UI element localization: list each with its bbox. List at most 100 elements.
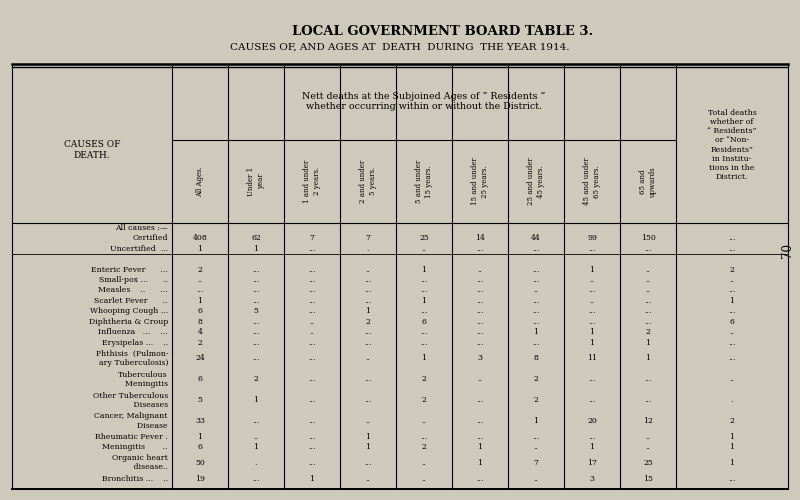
Text: ...: ... — [476, 276, 484, 284]
Text: .: . — [254, 459, 258, 467]
Text: ..: .. — [478, 266, 482, 274]
Text: Cancer, Malignant
          Disease: Cancer, Malignant Disease — [94, 412, 168, 430]
Text: Whooping Cough ...: Whooping Cough ... — [90, 308, 168, 316]
Text: 45 and under
65 years.: 45 and under 65 years. — [583, 158, 601, 205]
Text: ...: ... — [728, 474, 736, 482]
Text: ..: .. — [478, 376, 482, 384]
Text: ...: ... — [476, 308, 484, 316]
Text: 1: 1 — [422, 266, 426, 274]
Text: ...: ... — [532, 318, 540, 326]
Text: ..: .. — [646, 432, 650, 440]
Text: 2: 2 — [198, 338, 202, 346]
Text: ...: ... — [420, 276, 428, 284]
Text: 2: 2 — [422, 396, 426, 404]
Text: ...: ... — [364, 396, 372, 404]
Text: ...: ... — [420, 308, 428, 316]
Text: 2: 2 — [366, 318, 370, 326]
Text: 44: 44 — [531, 234, 541, 242]
Text: ...: ... — [420, 432, 428, 440]
Text: Scarlet Fever      ..: Scarlet Fever .. — [94, 297, 168, 305]
Text: ...: ... — [728, 354, 736, 362]
Text: CAUSES OF, AND AGES AT  DEATH  DURING  THE YEAR 1914.: CAUSES OF, AND AGES AT DEATH DURING THE … — [230, 42, 570, 51]
Text: All Ages.: All Ages. — [196, 166, 204, 196]
Text: Bronchitis ...    ..: Bronchitis ... .. — [102, 474, 168, 482]
Text: 2: 2 — [730, 266, 734, 274]
Text: ...: ... — [308, 354, 316, 362]
Text: 1: 1 — [254, 443, 258, 451]
Text: ..: .. — [366, 417, 370, 425]
Text: ...: ... — [308, 276, 316, 284]
Text: ..: .. — [422, 244, 426, 252]
Text: ...: ... — [588, 244, 596, 252]
Text: ...: ... — [252, 354, 260, 362]
Text: ...: ... — [308, 286, 316, 294]
Text: ...: ... — [588, 286, 596, 294]
Text: ...: ... — [420, 338, 428, 346]
Text: 15 and under
25 years.: 15 and under 25 years. — [471, 158, 489, 205]
Text: 1: 1 — [478, 459, 482, 467]
Text: ...: ... — [308, 244, 316, 252]
Text: 2 and under
5 years.: 2 and under 5 years. — [359, 160, 377, 203]
Text: 2: 2 — [422, 443, 426, 451]
Text: 5: 5 — [254, 308, 258, 316]
Text: ...: ... — [588, 432, 596, 440]
Text: 24: 24 — [195, 354, 205, 362]
Text: ...: ... — [476, 417, 484, 425]
Text: 1: 1 — [310, 474, 314, 482]
Text: ...: ... — [364, 286, 372, 294]
Text: ...: ... — [308, 459, 316, 467]
Text: ...: ... — [476, 318, 484, 326]
Text: Meningitis       ..: Meningitis .. — [102, 443, 168, 451]
Text: ...: ... — [196, 286, 204, 294]
Text: ...: ... — [476, 474, 484, 482]
Text: 2: 2 — [198, 266, 202, 274]
Text: Total deaths
whether of
“ Residents”
or “Non-
Residents”
in Institu-
tions in th: Total deaths whether of “ Residents” or … — [707, 109, 757, 181]
Text: Tuberculous
    Meningitis: Tuberculous Meningitis — [115, 370, 168, 388]
Text: ...: ... — [420, 328, 428, 336]
Text: 1: 1 — [590, 266, 594, 274]
Text: Small-pox ...      ..: Small-pox ... .. — [99, 276, 168, 284]
Text: ..: .. — [198, 276, 202, 284]
Text: 33: 33 — [195, 417, 205, 425]
Text: ...: ... — [420, 286, 428, 294]
Text: 1: 1 — [730, 443, 734, 451]
Text: ..: .. — [730, 376, 734, 384]
Text: Other Tuberculous
       Diseases: Other Tuberculous Diseases — [93, 392, 168, 409]
Text: ..: .. — [590, 297, 594, 305]
Text: ...: ... — [308, 417, 316, 425]
Text: 99: 99 — [587, 234, 597, 242]
Text: 3: 3 — [590, 474, 594, 482]
Text: ..: .. — [366, 266, 370, 274]
Text: 19: 19 — [195, 474, 205, 482]
Text: 5 and under
15 years.: 5 and under 15 years. — [415, 160, 433, 203]
Text: ...: ... — [252, 266, 260, 274]
Text: ...: ... — [644, 308, 652, 316]
Text: 1: 1 — [590, 328, 594, 336]
Text: ..: .. — [310, 318, 314, 326]
Text: 1: 1 — [198, 432, 202, 440]
Text: 25: 25 — [643, 459, 653, 467]
Text: .: . — [730, 396, 734, 404]
Text: ..: .. — [646, 266, 650, 274]
Text: 150: 150 — [641, 234, 655, 242]
Text: ...: ... — [644, 396, 652, 404]
Text: 1 and under
2 years.: 1 and under 2 years. — [303, 160, 321, 203]
Text: ...: ... — [308, 443, 316, 451]
Text: ..: .. — [534, 443, 538, 451]
Text: ...: ... — [476, 286, 484, 294]
Text: ...: ... — [532, 432, 540, 440]
Text: 1: 1 — [534, 328, 538, 336]
Text: 65 and
upwards: 65 and upwards — [639, 166, 657, 196]
Text: ...: ... — [644, 318, 652, 326]
Text: ...: ... — [644, 297, 652, 305]
Text: ...: ... — [308, 297, 316, 305]
Text: ..: .. — [366, 474, 370, 482]
Text: ...: ... — [308, 308, 316, 316]
Text: 12: 12 — [643, 417, 653, 425]
Text: ...: ... — [728, 286, 736, 294]
Text: ..: .. — [730, 328, 734, 336]
Text: ...: ... — [364, 276, 372, 284]
Text: 1: 1 — [198, 297, 202, 305]
Text: Influenza   ...    ...: Influenza ... ... — [98, 328, 168, 336]
Text: ..: .. — [534, 474, 538, 482]
